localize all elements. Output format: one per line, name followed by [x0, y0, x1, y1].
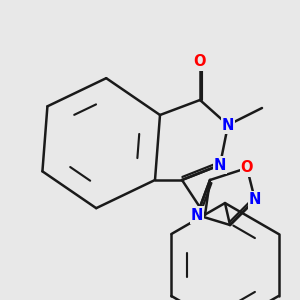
Text: O: O [194, 55, 206, 70]
Text: N: N [214, 158, 226, 172]
Text: O: O [241, 160, 253, 175]
Text: N: N [222, 118, 234, 133]
Text: N: N [191, 208, 203, 223]
Text: N: N [249, 193, 261, 208]
